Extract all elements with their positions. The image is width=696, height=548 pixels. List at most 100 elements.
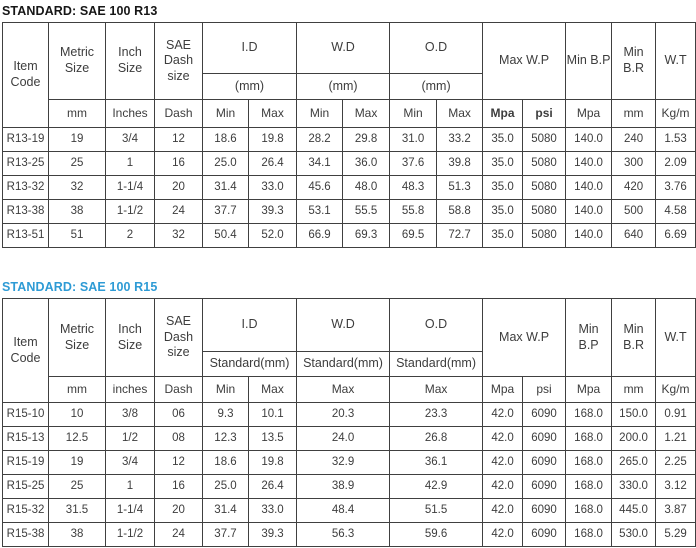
table-cell: 1.21	[655, 426, 696, 451]
table-cell: 36.0	[342, 151, 391, 176]
col-inch-size: Inch Size	[105, 22, 155, 100]
unit-id-max: Max	[247, 376, 298, 403]
col-wd: W.D	[296, 298, 391, 352]
unit-bp-mpa: Mpa	[565, 99, 613, 128]
table-cell: 1/2	[105, 426, 155, 451]
table-row: R13-51 51 2 32 50.4 52.0 66.9 69.3 69.5 72.7 35.0 5…	[2, 223, 696, 248]
table-cell: 06	[154, 402, 203, 427]
table-cell: 500	[611, 199, 657, 224]
table2-body: R15-10 10 3/8 06 9.3 10.1 20.3 23.3 42.0 6090 168.…	[2, 402, 696, 547]
table-cell: 2.25	[655, 450, 696, 475]
col-od-unit: Standard(mm)	[389, 351, 484, 377]
table-cell: 168.0	[565, 498, 613, 523]
item-code-cell: R13-25	[2, 151, 49, 176]
unit-wp-mpa: Mpa	[482, 99, 524, 128]
table-cell: 3/8	[105, 402, 155, 427]
item-code-cell: R15-38	[2, 522, 49, 547]
table-cell: 5080	[522, 127, 567, 152]
table-cell: 150.0	[611, 402, 657, 427]
item-code-cell: R15-10	[2, 402, 49, 427]
item-code-cell: R13-38	[2, 199, 49, 224]
table-cell: 200.0	[611, 426, 657, 451]
col-id: I.D	[201, 298, 298, 352]
unit-br-mm: mm	[611, 99, 657, 128]
table-cell: 26.4	[247, 474, 298, 499]
unit-inches: Inches	[105, 99, 155, 128]
table-cell: 18.6	[202, 127, 249, 152]
table1-body: R13-19 19 3/4 12 18.6 19.8 28.2 29.8 31.0 33.2 35.…	[2, 127, 696, 248]
table-cell: 6090	[522, 522, 567, 547]
table-cell: 1-1/2	[105, 199, 155, 224]
table-cell: 12	[154, 127, 203, 152]
col-id-unit: (mm)	[201, 73, 298, 100]
table-cell: 32	[154, 223, 203, 248]
col-sae-dash-size: SAE Dash size	[154, 22, 203, 100]
col-metric-size: Metric Size	[48, 22, 106, 100]
table-row: R15-38 38 1-1/2 24 37.7 39.3 56.3 59.6 42.0 6090 1…	[2, 522, 696, 547]
col-wd: W.D	[296, 22, 391, 74]
table-cell: 31.4	[202, 175, 249, 200]
header-row-units: mm Inches Dash Min Max Min Max Min Max M…	[3, 99, 696, 128]
table-cell: 45.6	[296, 175, 344, 200]
table-cell: 6090	[522, 426, 567, 451]
table-cell: 6090	[522, 402, 567, 427]
unit-wd-min: Min	[296, 99, 344, 128]
table-cell: 140.0	[565, 199, 613, 224]
table-cell: 5080	[522, 151, 567, 176]
table-cell: 240	[611, 127, 657, 152]
table-cell: 16	[154, 151, 203, 176]
col-item-code: Item Code	[2, 298, 49, 403]
col-wt: W.T	[655, 298, 696, 377]
table-cell: 6090	[522, 474, 567, 499]
unit-id-max: Max	[247, 99, 298, 128]
table-cell: 1	[105, 474, 155, 499]
table-cell: 6090	[522, 498, 567, 523]
table-cell: 5.29	[655, 522, 696, 547]
table1-title: STANDARD: SAE 100 R13	[2, 4, 158, 18]
table-cell: 140.0	[565, 223, 613, 248]
table-cell: 42.0	[482, 522, 524, 547]
unit-id-min: Min	[202, 99, 249, 128]
table-cell: 140.0	[565, 151, 613, 176]
table-cell: 51.3	[436, 175, 484, 200]
table-cell: 32.9	[296, 450, 391, 475]
table-cell: 168.0	[565, 402, 613, 427]
table-cell: 42.0	[482, 450, 524, 475]
table-cell: 31.5	[48, 498, 106, 523]
table-cell: 72.7	[436, 223, 484, 248]
table-cell: 6.69	[655, 223, 696, 248]
col-wd-unit: (mm)	[296, 73, 391, 100]
table-cell: 445.0	[611, 498, 657, 523]
table-cell: 19	[48, 450, 106, 475]
table-cell: 330.0	[611, 474, 657, 499]
table-cell: 48.0	[342, 175, 391, 200]
table-cell: 9.3	[202, 402, 249, 427]
table-row: R15-13 12.5 1/2 08 12.3 13.5 24.0 26.8 42.0 6090 1…	[2, 426, 696, 451]
unit-dash: Dash	[154, 99, 203, 128]
table-cell: 31.4	[202, 498, 249, 523]
table-cell: 1-1/4	[105, 175, 155, 200]
table-cell: 1.53	[655, 127, 696, 152]
table-cell: 24	[154, 522, 203, 547]
col-wd-unit: Standard(mm)	[296, 351, 391, 377]
table1-header: Item Code Metric Size Inch Size SAE Dash…	[2, 22, 696, 128]
table2-header: Item Code Metric Size Inch Size SAE Dash…	[2, 298, 696, 403]
item-code-cell: R13-51	[2, 223, 49, 248]
table-cell: 51	[48, 223, 106, 248]
col-max-wp: Max W.P	[482, 298, 567, 377]
table-cell: 12.5	[48, 426, 106, 451]
item-code-cell: R15-19	[2, 450, 49, 475]
table-cell: 2	[105, 223, 155, 248]
col-metric-size: Metric Size	[48, 298, 106, 377]
table-cell: 37.7	[202, 522, 249, 547]
table-cell: 2.09	[655, 151, 696, 176]
unit-br-mm: mm	[611, 376, 657, 403]
table-cell: 51.5	[389, 498, 484, 523]
table-row: R13-19 19 3/4 12 18.6 19.8 28.2 29.8 31.0 33.2 35.…	[2, 127, 696, 152]
table-cell: 23.3	[389, 402, 484, 427]
table-cell: 69.5	[389, 223, 438, 248]
col-min-bp: Min B.P	[565, 22, 613, 100]
table-cell: 530.0	[611, 522, 657, 547]
header-row-2: (mm) (mm) (mm)	[3, 73, 696, 100]
header-row-2: Standard(mm) Standard(mm) Standard(mm)	[3, 351, 696, 377]
